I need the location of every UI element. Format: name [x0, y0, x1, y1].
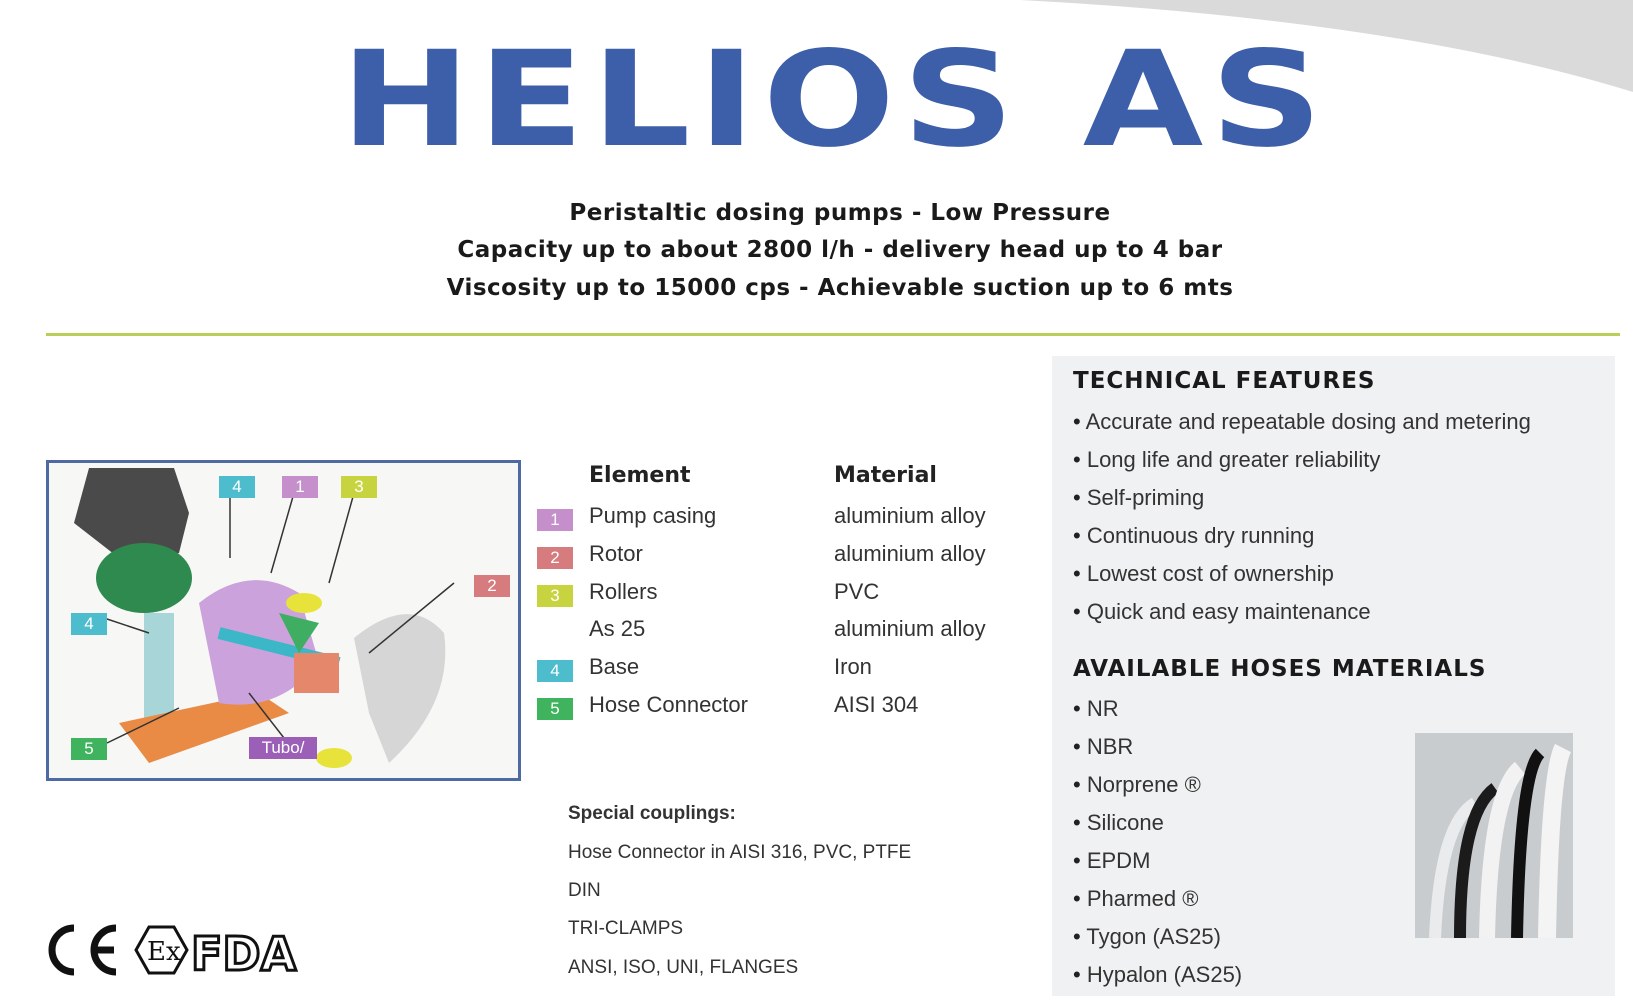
hose-material-item: Norprene ®	[1073, 772, 1201, 798]
callout-base: 4	[219, 476, 255, 498]
certification-logos: Ex FDA	[48, 924, 298, 980]
element-number-badge: 5	[537, 698, 573, 720]
element-number-badge: 2	[537, 546, 573, 569]
element-material: Iron	[834, 654, 872, 680]
hose-material-item: Hypalon (AS25)	[1073, 962, 1242, 988]
subtitle-line-1: Peristaltic dosing pumps - Low Pressure	[569, 200, 1111, 226]
element-name: Rotor	[589, 540, 643, 566]
element-material: aluminium alloy	[834, 616, 986, 642]
divider	[46, 333, 1620, 336]
element-material: aluminium alloy	[834, 503, 986, 528]
callout-tube: Tubo/	[249, 737, 317, 759]
element-name: Base	[589, 654, 640, 680]
element-material: PVC	[834, 578, 880, 604]
hose-material-item: Pharmed ®	[1073, 886, 1199, 912]
callout-hose-connector: 5	[71, 738, 107, 760]
element-name: Hose Connector	[589, 692, 748, 717]
hoses-photo	[1415, 733, 1573, 938]
hose-material-item: NR	[1073, 696, 1119, 722]
special-coupling-item: DIN	[568, 880, 601, 901]
pump-exploded-diagram: 4 1 3 4 2 5 Tubo/	[46, 460, 521, 781]
callout-base: 4	[71, 613, 107, 635]
column-header-element: Element	[589, 463, 691, 488]
element-name: Pump casing	[589, 503, 717, 528]
column-header-material: Material	[834, 463, 937, 488]
feature-item: Self-priming	[1073, 485, 1204, 511]
hose-material-item: NBR	[1073, 734, 1133, 760]
subtitle-line-2: Capacity up to about 2800 l/h - delivery…	[457, 237, 1223, 263]
technical-features-heading: TECHNICAL FEATURES	[1073, 368, 1376, 394]
svg-text:FDA: FDA	[191, 927, 297, 980]
element-name: As 25	[589, 616, 646, 642]
special-couplings-title: Special couplings:	[568, 803, 736, 824]
hoses-materials-heading: AVAILABLE HOSES MATERIALS	[1073, 656, 1487, 682]
feature-item: Lowest cost of ownership	[1073, 561, 1334, 587]
subtitle-line-3: Viscosity up to 15000 cps - Achievable s…	[446, 275, 1234, 301]
callout-rollers: 3	[341, 476, 377, 498]
element-material: aluminium alloy	[834, 540, 986, 566]
callout-pump-casing: 1	[282, 476, 318, 498]
page-title: HELIOS AS	[340, 23, 1330, 177]
svg-text:Ex: Ex	[147, 937, 181, 967]
element-number-badge: 1	[537, 509, 573, 531]
feature-item: Accurate and repeatable dosing and meter…	[1073, 409, 1531, 435]
feature-item: Quick and easy maintenance	[1073, 599, 1371, 625]
special-coupling-item: Hose Connector in AISI 316, PVC, PTFE	[568, 842, 912, 863]
element-name: Rollers	[589, 578, 658, 604]
feature-item: Long life and greater reliability	[1073, 447, 1381, 473]
hose-material-item: Tygon (AS25)	[1073, 924, 1221, 950]
hose-material-item: Silicone	[1073, 810, 1164, 836]
element-number-badge: 3	[537, 584, 573, 607]
special-coupling-item: ANSI, ISO, UNI, FLANGES	[568, 957, 799, 978]
hose-material-item: EPDM	[1073, 848, 1151, 874]
element-number-badge: 4	[537, 660, 573, 683]
callout-rotor: 2	[474, 575, 510, 597]
element-material: AISI 304	[834, 692, 919, 717]
feature-item: Continuous dry running	[1073, 523, 1314, 549]
special-coupling-item: TRI-CLAMPS	[568, 918, 684, 939]
decorative-swoosh	[1020, 0, 1633, 92]
